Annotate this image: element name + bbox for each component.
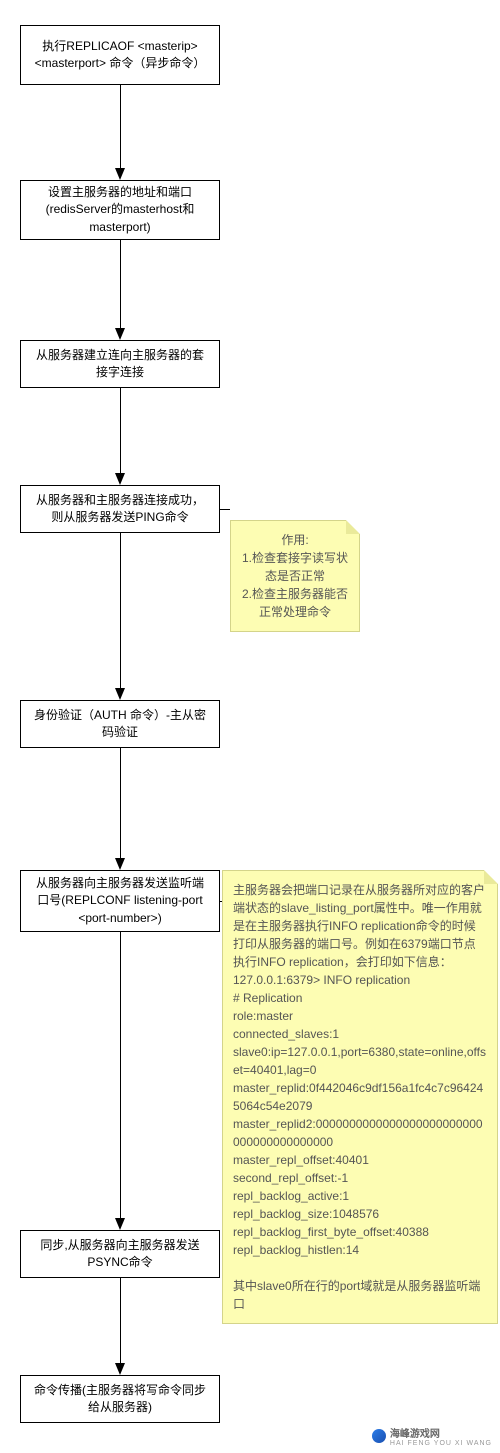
arrow-head-n3-n4 (115, 473, 125, 485)
flow-node-n8: 命令传播(主服务器将写命令同步给从服务器) (20, 1375, 220, 1423)
sticky-note-note2: 主服务器会把端口记录在从服务器所对应的客户端状态的slave_listing_p… (222, 870, 498, 1324)
flow-node-n7: 同步,从服务器向主服务器发送PSYNC命令 (20, 1230, 220, 1278)
flow-node-n2: 设置主服务器的地址和端口(redisServer的masterhost和mast… (20, 180, 220, 240)
arrow-n2-n3 (120, 240, 121, 330)
flow-node-n1: 执行REPLICAOF <masterip> <masterport> 命令（异… (20, 25, 220, 85)
watermark-logo-icon (372, 1429, 386, 1443)
note-fold-icon (484, 870, 498, 884)
watermark-text: 海峰游戏网HAI FENG YOU XI WANG (390, 1425, 492, 1447)
arrow-n1-n2 (120, 85, 121, 170)
arrow-head-n5-n6 (115, 858, 125, 870)
arrow-n3-n4 (120, 388, 121, 475)
watermark: 海峰游戏网HAI FENG YOU XI WANG (372, 1425, 492, 1447)
flow-node-n6: 从服务器向主服务器发送监听端口号(REPLCONF listening-port… (20, 870, 220, 932)
arrow-n5-n6 (120, 748, 121, 860)
flow-node-n3: 从服务器建立连向主服务器的套接字连接 (20, 340, 220, 388)
arrow-n6-n7 (120, 932, 121, 1220)
arrow-head-n4-n5 (115, 688, 125, 700)
note-connector-note1 (220, 509, 230, 510)
sticky-note-note1: 作用: 1.检查套接字读写状态是否正常 2.检查主服务器能否正常处理命令 (230, 520, 360, 632)
arrow-head-n6-n7 (115, 1218, 125, 1230)
flow-node-n5: 身份验证（AUTH 命令）-主从密码验证 (20, 700, 220, 748)
arrow-head-n7-n8 (115, 1363, 125, 1375)
note-fold-icon (346, 520, 360, 534)
note-connector-note2 (220, 901, 222, 902)
flowchart-canvas: 执行REPLICAOF <masterip> <masterport> 命令（异… (0, 0, 500, 1453)
arrow-head-n2-n3 (115, 328, 125, 340)
arrow-n4-n5 (120, 533, 121, 690)
flow-node-n4: 从服务器和主服务器连接成功，则从服务器发送PING命令 (20, 485, 220, 533)
arrow-head-n1-n2 (115, 168, 125, 180)
arrow-n7-n8 (120, 1278, 121, 1365)
